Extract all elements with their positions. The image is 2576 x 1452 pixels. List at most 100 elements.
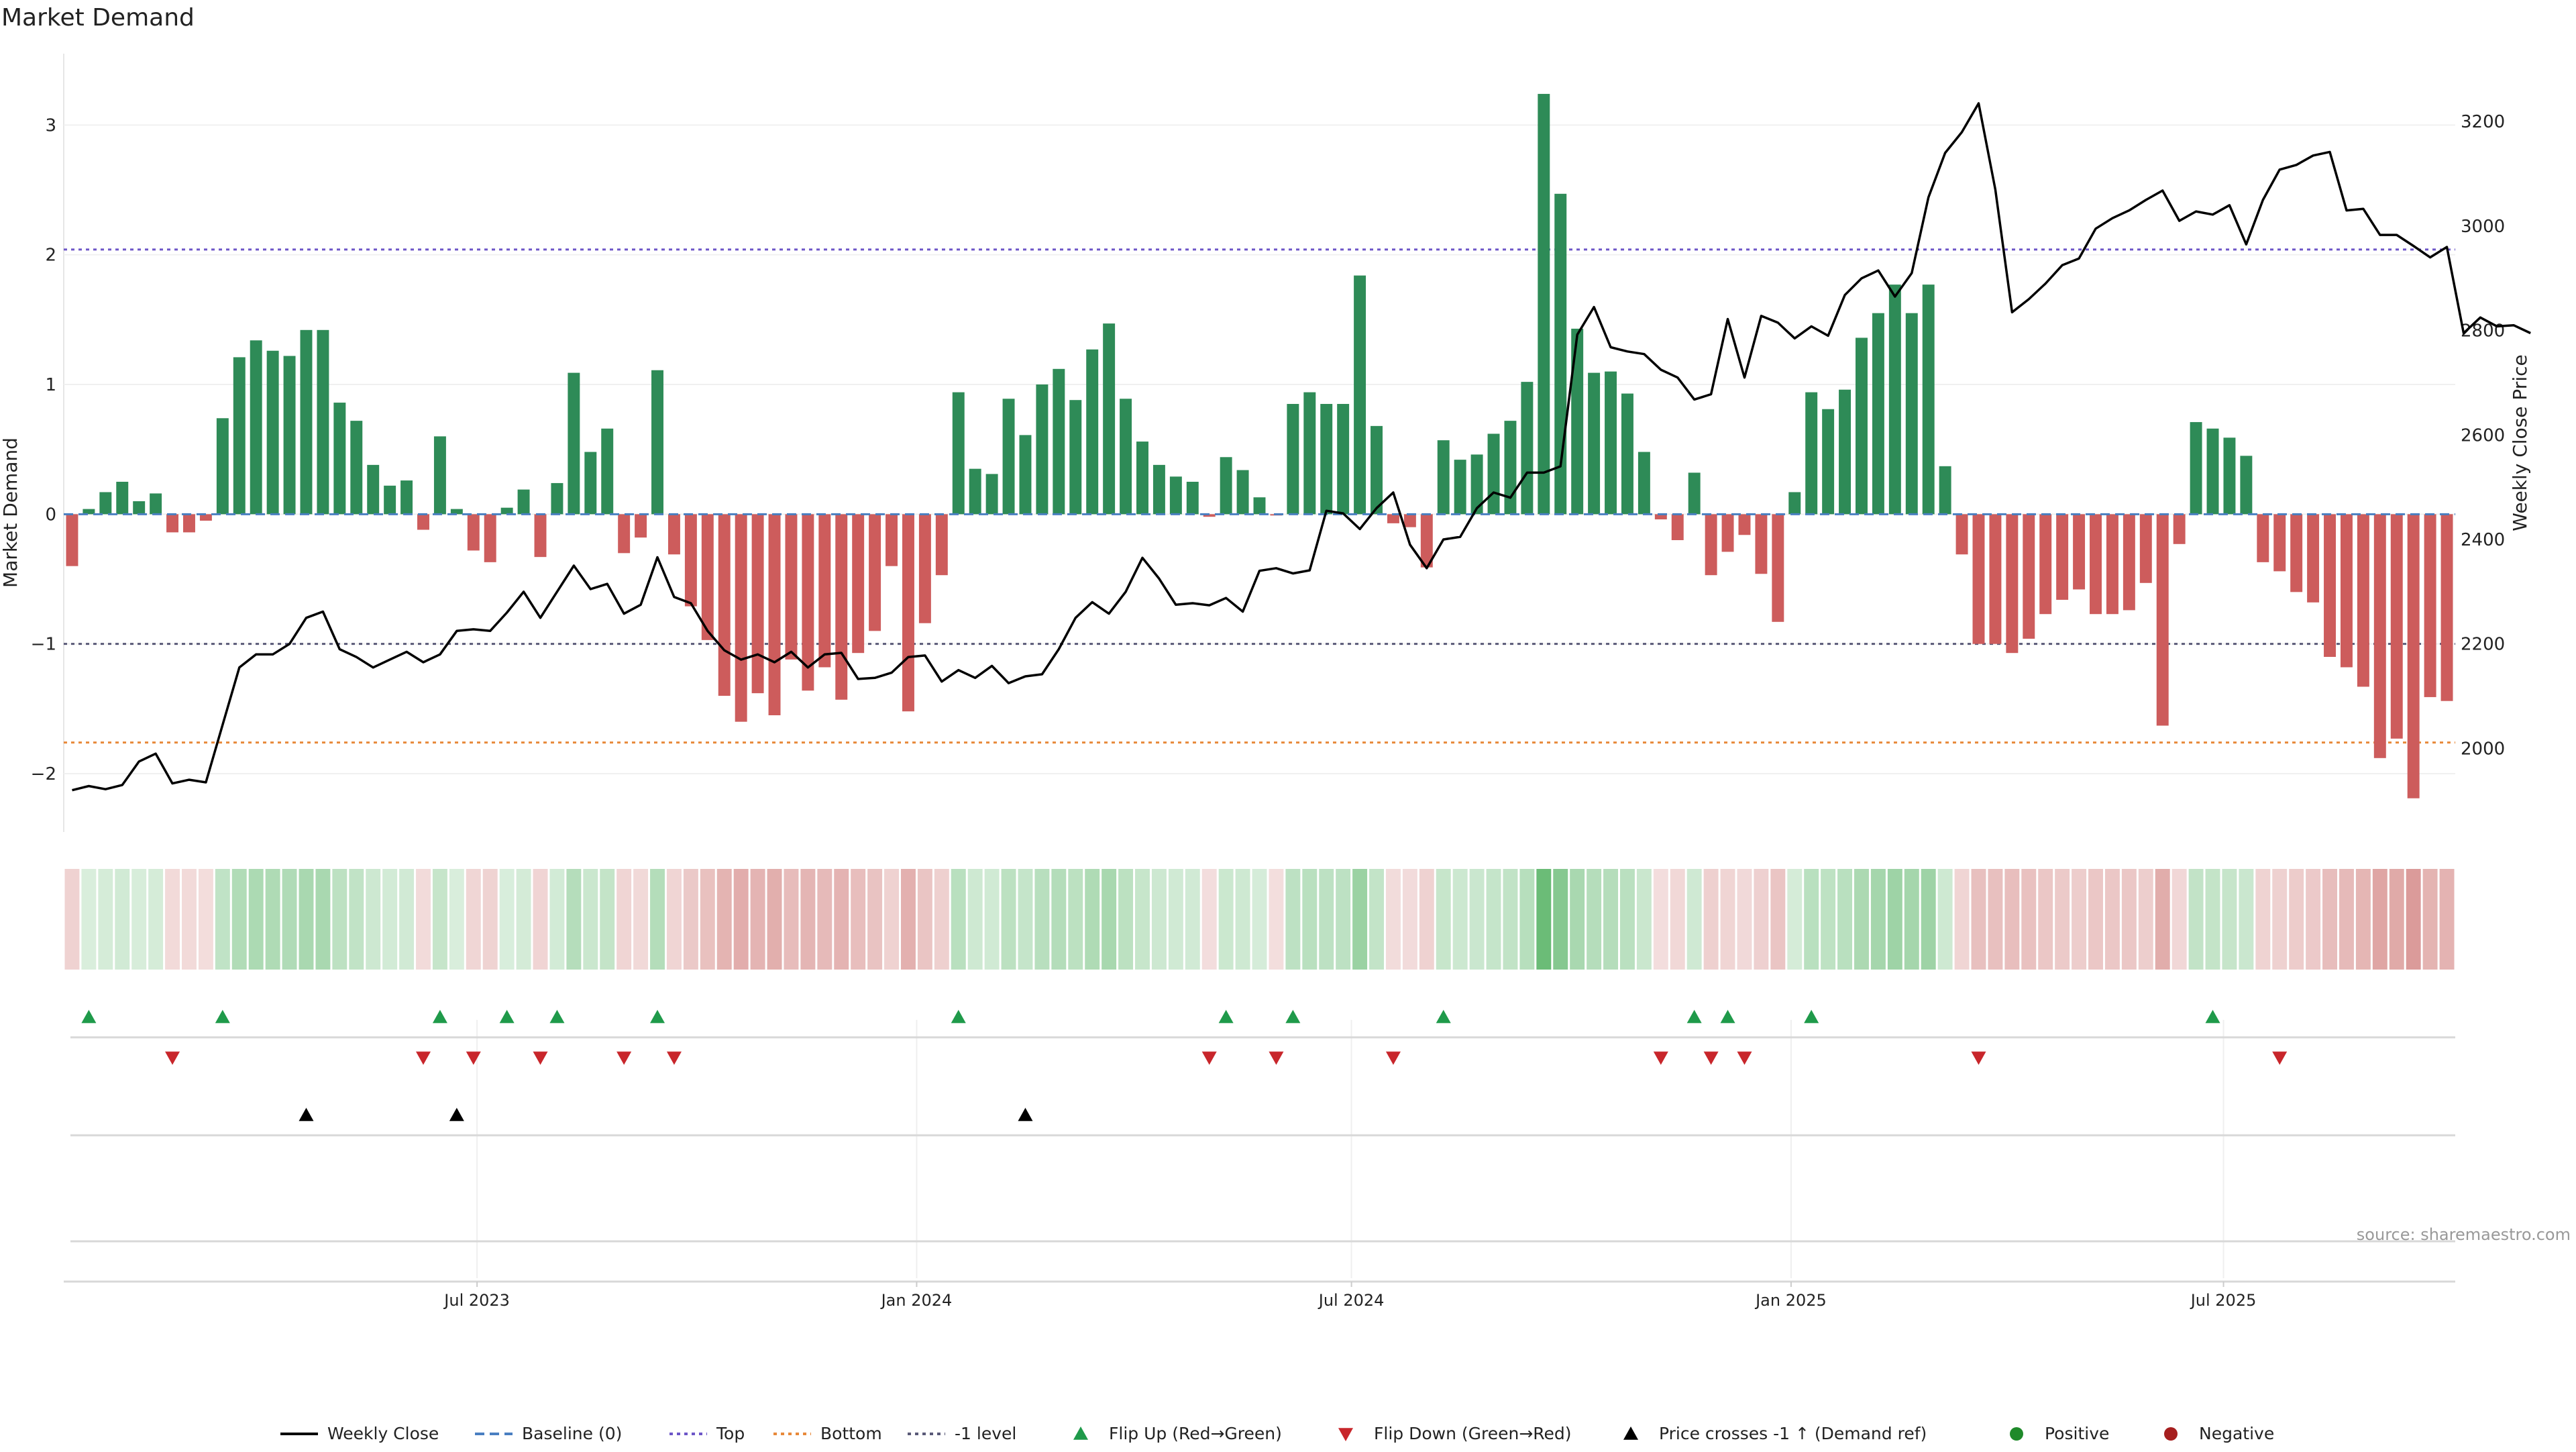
flip-down-marker	[1703, 1051, 1719, 1065]
heat-cell	[215, 869, 230, 970]
demand-bar	[718, 514, 731, 696]
y-left-tick-label: 2	[45, 246, 56, 266]
demand-bar	[1320, 404, 1333, 515]
demand-bar	[1303, 392, 1316, 515]
demand-bar	[1036, 384, 1049, 515]
heat-cell	[533, 869, 548, 970]
flip-down-marker	[466, 1051, 481, 1065]
demand-bar	[1571, 328, 1584, 515]
demand-bar	[2190, 422, 2202, 515]
heat-cell	[2239, 869, 2254, 970]
x-tick-label: Jan 2024	[880, 1291, 953, 1310]
demand-bar	[1621, 393, 1633, 515]
heat-cell	[1218, 869, 1234, 970]
heat-cell	[1971, 869, 1986, 970]
demand-bar	[1888, 284, 1901, 515]
demand-bar	[2056, 514, 2069, 600]
heat-cell	[784, 869, 799, 970]
demand-bar	[1788, 492, 1801, 515]
y-axis-right-label: Weekly Close Price	[2509, 354, 2531, 531]
heat-cell	[1068, 869, 1083, 970]
demand-bar	[969, 468, 981, 515]
heat-cell	[2355, 869, 2371, 970]
heat-cell	[2439, 869, 2455, 970]
heat-cell	[1619, 869, 1635, 970]
heat-cell	[332, 869, 347, 970]
heat-cell	[416, 869, 431, 970]
y-right-tick-label: 2000	[2461, 739, 2505, 759]
flip-up-marker	[215, 1010, 230, 1023]
flip-up-marker	[951, 1010, 966, 1023]
flip-down-marker	[1737, 1051, 1752, 1065]
heat-cell	[1787, 869, 1803, 970]
demand-bar	[1856, 338, 1868, 515]
demand-bar	[1236, 470, 1249, 515]
demand-bar	[1521, 382, 1534, 515]
flip-up-marker	[1804, 1010, 1819, 1023]
demand-bar	[517, 489, 530, 515]
heat-cell	[1469, 869, 1485, 970]
heat-cell	[1553, 869, 1568, 970]
flip-up-marker	[432, 1010, 447, 1023]
demand-bar	[1822, 409, 1835, 515]
legend-item: Negative	[2164, 1424, 2274, 1443]
demand-bar	[2023, 514, 2035, 639]
demand-bar	[1538, 93, 1550, 515]
flip-down-marker	[533, 1051, 548, 1065]
y-left-tick-label: 1	[45, 375, 56, 395]
heat-cell	[600, 869, 615, 970]
y-right-tick-label: 2400	[2461, 530, 2505, 550]
demand-bar	[835, 514, 848, 700]
demand-bar	[1922, 284, 1935, 515]
legend-item: Flip Down (Green→Red)	[1338, 1424, 1572, 1443]
y-left-tick-label: −2	[31, 764, 56, 784]
demand-bar	[684, 514, 697, 607]
demand-bar	[768, 514, 781, 715]
flip-up-marker	[650, 1010, 665, 1023]
flip-up-marker	[1285, 1010, 1301, 1023]
heat-cell	[115, 869, 130, 970]
heat-cell	[867, 869, 883, 970]
demand-bar	[2206, 428, 2219, 515]
heat-cell	[2104, 869, 2120, 970]
heat-cell	[851, 869, 866, 970]
heat-cell	[1419, 869, 1434, 970]
y-left-tick-label: −1	[31, 635, 56, 655]
demand-bar	[869, 514, 881, 631]
heat-cell	[1536, 869, 1552, 970]
heat-cell	[1018, 869, 1033, 970]
demand-bar	[2440, 514, 2453, 701]
flip-up-marker	[499, 1010, 515, 1023]
demand-bar	[1955, 514, 1968, 555]
heat-cell	[1352, 869, 1368, 970]
demand-bar	[2223, 437, 2236, 515]
demand-bar	[1738, 514, 1751, 535]
demand-bar	[852, 514, 865, 654]
heat-cell	[984, 869, 1000, 970]
flip-up-marker	[549, 1010, 565, 1023]
demand-bar	[99, 492, 112, 515]
heat-cell	[1954, 869, 1970, 970]
legend-label: -1 level	[955, 1424, 1016, 1443]
demand-bar	[1939, 466, 1951, 515]
demand-bar	[635, 514, 647, 538]
heat-cell	[315, 869, 331, 970]
demand-bar	[199, 514, 212, 521]
demand-bar	[601, 428, 614, 515]
demand-bar	[2090, 514, 2102, 615]
heat-cell	[1001, 869, 1016, 970]
y-right-tick-label: 2600	[2461, 425, 2505, 446]
heat-cell	[64, 869, 80, 970]
heat-cell	[1085, 869, 1100, 970]
demand-bar	[1354, 275, 1366, 515]
heat-cell	[2422, 869, 2438, 970]
demand-bar	[1688, 472, 1701, 515]
demand-bar	[433, 436, 446, 515]
heat-cell	[666, 869, 682, 970]
demand-bar	[2106, 514, 2118, 615]
heat-cell	[282, 869, 297, 970]
legend-item: Top	[669, 1424, 745, 1443]
heat-cell	[733, 869, 749, 970]
heat-cell	[2222, 869, 2237, 970]
heat-cell	[131, 869, 147, 970]
